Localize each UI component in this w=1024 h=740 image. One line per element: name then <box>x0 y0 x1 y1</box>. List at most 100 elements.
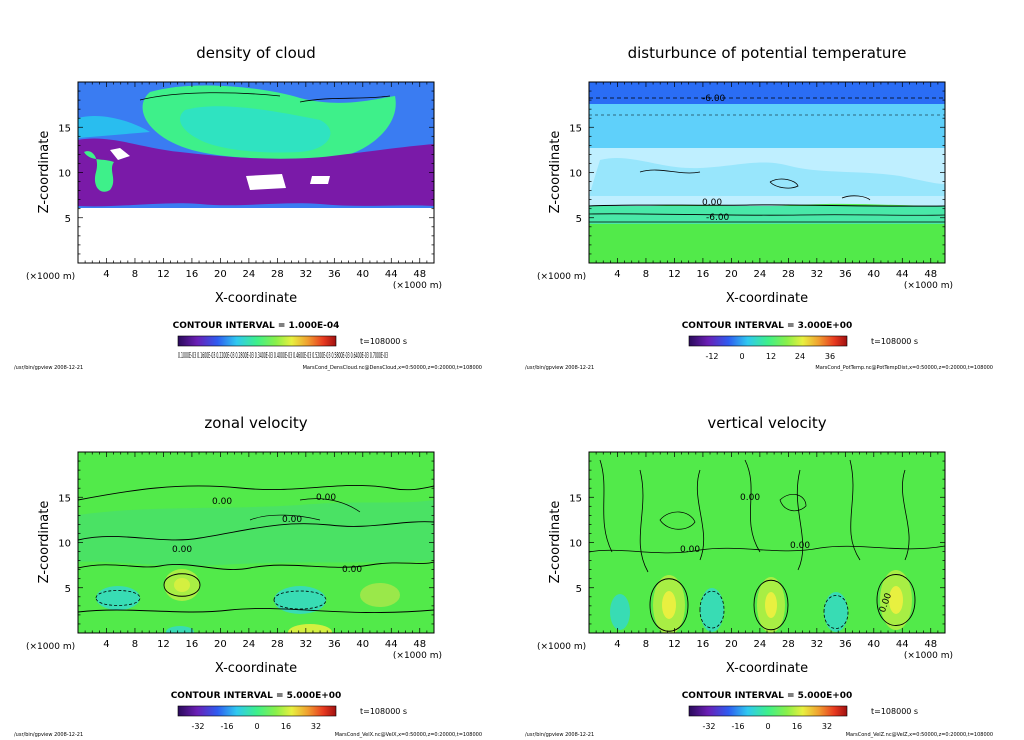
velocity-positive-core <box>662 591 676 619</box>
contour-value-label: 0.00 <box>316 493 336 503</box>
x-unit-right: (×1000 m) <box>904 281 953 291</box>
x-axis-label: X-coordinate <box>215 661 297 676</box>
chart-title: zonal velocity <box>204 414 307 432</box>
x-tick-label: 20 <box>725 269 738 280</box>
x-tick-label: 28 <box>782 269 795 280</box>
x-tick-label: 24 <box>754 269 767 280</box>
colorbar-tick-label: -12 <box>705 352 718 361</box>
y-axis-label: Z-coordinate <box>37 131 52 214</box>
time-label: t=108000 s <box>871 707 918 716</box>
plot-area <box>589 452 945 633</box>
velocity-negative-cell <box>700 588 724 632</box>
x-tick-label: 44 <box>896 269 909 280</box>
colorbar-tick-label: 0 <box>765 722 770 731</box>
footer-left: /usr/bin/gpview 2008-12-21 <box>525 732 594 738</box>
colorbar-ticks: -32 -16 0 16 32 <box>702 722 832 731</box>
contour-interval-label: CONTOUR INTERVAL = 5.000E+00 <box>171 691 342 701</box>
contour-interval-label: CONTOUR INTERVAL = 5.000E+00 <box>682 691 853 701</box>
x-tick-label: 12 <box>668 269 681 280</box>
colorbar-ticks: -12 0 12 24 36 <box>705 352 835 361</box>
contour-line <box>273 590 327 610</box>
x-tick-label: 16 <box>186 639 199 650</box>
y-tick-label: 15 <box>58 493 71 504</box>
x-tick-label: 4 <box>614 269 620 280</box>
contour-interval-label: CONTOUR INTERVAL = 3.000E+00 <box>682 321 853 331</box>
y-tick-label: 10 <box>569 169 582 180</box>
x-tick-label: 8 <box>132 269 138 280</box>
x-tick-label: 24 <box>754 639 767 650</box>
time-label: t=108000 s <box>360 707 407 716</box>
colorbar-labels: 0.1000E-03 0.1600E-03 0.2200E-03 0.2800E… <box>178 351 388 360</box>
x-tick-label: 12 <box>157 269 170 280</box>
y-tick-label: 5 <box>65 214 71 225</box>
y-tick-label: 5 <box>576 214 582 225</box>
contour-value-label: 0.00 <box>282 515 302 525</box>
contour-line <box>249 498 361 521</box>
velocity-negative-cell <box>166 626 194 633</box>
y-tick-label: 15 <box>58 123 71 134</box>
velocity-mid-band <box>78 500 434 566</box>
contour-value-label: -6.00 <box>702 94 726 104</box>
colorbar-tick-label: 24 <box>795 352 805 361</box>
contour-line <box>163 573 201 597</box>
x-tick-label: 36 <box>839 269 852 280</box>
y-axis-ticks: 5 10 15 <box>58 460 434 625</box>
colorbar-tick-label: 32 <box>311 722 321 731</box>
contour-line <box>95 590 141 606</box>
cloud-gaps <box>110 148 330 190</box>
y-tick-label: 5 <box>576 584 582 595</box>
y-tick-label: 5 <box>65 584 71 595</box>
velocity-negative-cell <box>610 594 630 630</box>
colorbar <box>177 335 337 347</box>
contour-value-label: 0.00 <box>172 545 192 555</box>
contour-line <box>589 213 945 216</box>
velocity-positive-cell <box>360 583 400 607</box>
contour-line <box>78 485 434 501</box>
x-tick-label: 36 <box>328 639 341 650</box>
time-label: t=108000 s <box>360 337 407 346</box>
contour-line <box>299 95 391 103</box>
x-tick-label: 16 <box>186 269 199 280</box>
colorbar-tick-label: -16 <box>731 722 744 731</box>
x-axis-ticks: 4 8 12 16 20 24 28 32 36 40 44 48 <box>84 452 428 650</box>
x-tick-label: 36 <box>328 269 341 280</box>
x-tick-label: 48 <box>924 269 937 280</box>
cloud-purple-band <box>78 138 434 165</box>
x-tick-label: 4 <box>103 269 109 280</box>
x-unit-left: (×1000 m) <box>26 272 75 282</box>
x-tick-label: 48 <box>413 639 426 650</box>
velocity-negative-cell <box>96 586 140 610</box>
x-axis-ticks: 4 8 12 16 20 24 28 32 36 40 44 48 <box>595 452 939 650</box>
colorbar-tick-label: 32 <box>822 722 832 731</box>
x-tick-label: 40 <box>356 269 369 280</box>
contour-value-label: 0.00 <box>342 565 362 575</box>
panel-zonal-velocity: zonal velocity 0.00 0.00 0.00 0.00 0.00 … <box>14 414 482 738</box>
x-tick-label: 4 <box>103 639 109 650</box>
contour-value-label: -6.00 <box>706 213 730 223</box>
chart-title: vertical velocity <box>707 414 826 432</box>
x-tick-label: 40 <box>867 269 880 280</box>
x-unit-left: (×1000 m) <box>26 642 75 652</box>
x-tick-label: 32 <box>810 639 823 650</box>
contour-line <box>659 493 807 530</box>
contour-line <box>78 608 434 613</box>
cloud-cyan-region <box>180 106 331 153</box>
contour-line <box>589 204 945 207</box>
contour-line <box>699 591 849 629</box>
y-axis-label: Z-coordinate <box>548 501 563 584</box>
x-tick-label: 28 <box>271 269 284 280</box>
velocity-positive-cell <box>288 624 332 633</box>
x-unit-right: (×1000 m) <box>393 281 442 291</box>
panel-density-of-cloud: density of cloud 4 8 12 16 20 24 28 32 36 40 44 48 … <box>14 44 482 371</box>
contour-value-label: 0.00 <box>740 493 760 503</box>
y-axis-ticks: 5 10 15 <box>569 460 945 625</box>
x-axis-label: X-coordinate <box>215 291 297 306</box>
x-tick-label: 12 <box>157 639 170 650</box>
velocity-positive-core <box>174 578 190 592</box>
x-tick-label: 8 <box>643 269 649 280</box>
x-tick-label: 20 <box>725 639 738 650</box>
x-tick-label: 20 <box>214 269 227 280</box>
x-axis-ticks: 4 8 12 16 20 24 28 32 36 40 44 48 <box>84 82 428 280</box>
contour-line <box>649 578 689 632</box>
